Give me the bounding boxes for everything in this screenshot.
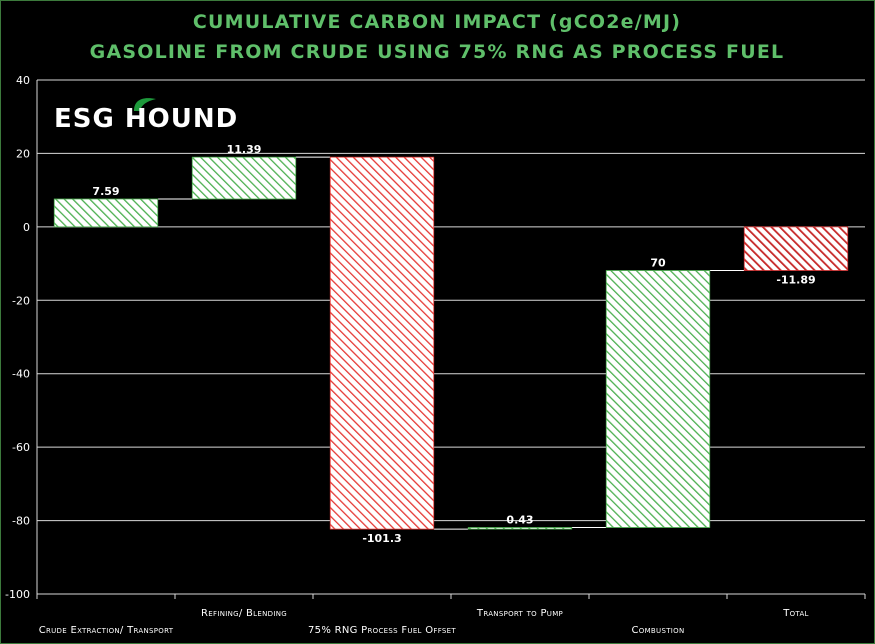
data-labels: 7.59 11.39 -101.3 0.43 70 -11.89: [92, 143, 815, 545]
bar: [191, 156, 297, 200]
y-tick-label: -40: [12, 368, 30, 381]
y-tick-label: -20: [12, 294, 30, 307]
data-label: -101.3: [362, 532, 401, 545]
y-axis: 40 20 0 -20 -40 -60 -80 -100: [5, 74, 38, 601]
bar: [467, 527, 573, 530]
x-category-label: Total: [782, 608, 809, 619]
data-label: 7.59: [92, 185, 119, 198]
data-label: 0.43: [506, 514, 533, 527]
x-category-label: Refining/ Blending: [201, 608, 287, 619]
x-category-label: 75% RNG Process Fuel Offset: [308, 625, 456, 636]
y-tick-label: 40: [16, 74, 30, 87]
data-label: 11.39: [227, 143, 262, 156]
x-category-label: Combustion: [632, 625, 685, 636]
bar: [329, 156, 435, 530]
bar: [743, 226, 849, 271]
y-tick-label: -100: [5, 588, 30, 601]
gridlines: [37, 79, 865, 595]
y-tick-label: -60: [12, 441, 30, 454]
data-label: -11.89: [776, 274, 815, 287]
x-category-label: Transport to Pump: [476, 608, 563, 619]
x-category-label: Crude Extraction/ Transport: [39, 625, 174, 636]
chart-title-line-1: CUMULATIVE CARBON IMPACT (gCO2e/MJ): [193, 11, 681, 33]
logo: ESG HOUND: [54, 98, 238, 134]
y-tick-label: -80: [12, 515, 30, 528]
logo-text: ESG HOUND: [54, 104, 238, 134]
bar: [53, 198, 159, 228]
bar: [605, 270, 711, 528]
y-tick-label: 0: [23, 221, 30, 234]
data-label: 70: [650, 257, 666, 270]
y-tick-label: 20: [16, 147, 30, 160]
bars: [53, 156, 849, 530]
leaf-icon: [134, 98, 156, 111]
x-axis: Crude Extraction/ Transport Refining/ Ble…: [36, 593, 866, 636]
connector-lines: [157, 156, 745, 530]
chart-title-line-2: GASOLINE FROM CRUDE USING 75% RNG AS PRO…: [90, 41, 785, 63]
